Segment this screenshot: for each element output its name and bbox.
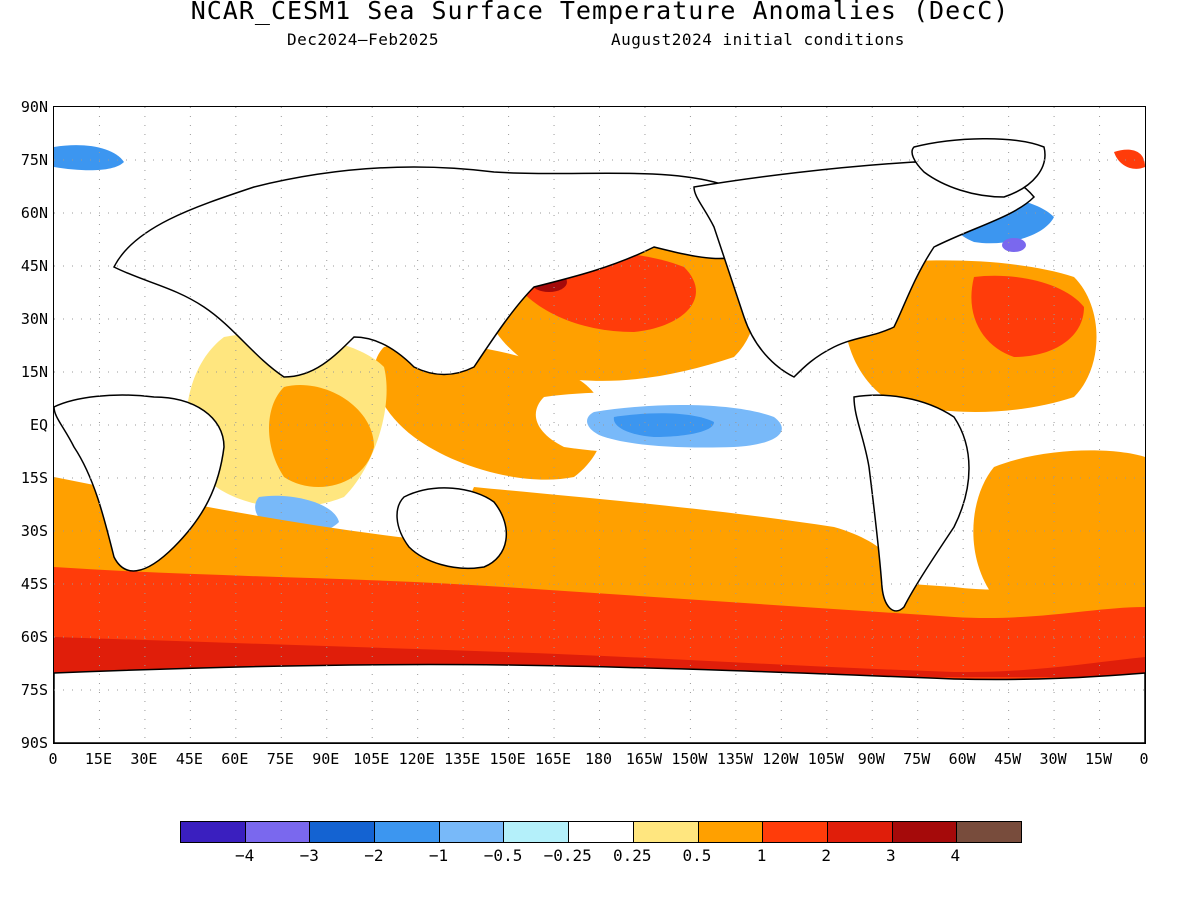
colorbar-swatch	[827, 822, 893, 842]
latitude-label: 75S	[20, 681, 48, 699]
initial-conditions: August2024 initial conditions	[611, 30, 905, 49]
longitude-label: 45W	[994, 750, 1022, 768]
latitude-label: 60N	[20, 204, 48, 222]
longitude-label: 105W	[807, 750, 844, 768]
longitude-label: 90W	[857, 750, 885, 768]
longitude-label: 150E	[489, 750, 526, 768]
colorbar-label: 1	[756, 846, 767, 865]
colorbar-label: −2	[364, 846, 384, 865]
longitude-label: 120W	[762, 750, 799, 768]
colorbar-swatch	[698, 822, 764, 842]
longitude-label: 30W	[1039, 750, 1067, 768]
colorbar-label: −3	[299, 846, 319, 865]
latitude-label: 45S	[20, 575, 48, 593]
longitude-label: 180	[584, 750, 613, 768]
map-canvas	[54, 107, 1145, 743]
longitude-label: 60E	[221, 750, 249, 768]
longitude-label: 105E	[353, 750, 390, 768]
colorbar-label: 4	[950, 846, 961, 865]
longitude-label: 30E	[130, 750, 158, 768]
latitude-label: 90N	[20, 98, 48, 116]
longitude-label: 165E	[534, 750, 572, 768]
sst-anomaly-map	[53, 106, 1146, 744]
colorbar-label: 3	[885, 846, 896, 865]
colorbar-swatch	[569, 822, 634, 842]
grid-lines	[54, 107, 1145, 743]
colorbar-label: −1	[428, 846, 449, 865]
longitude-label: 15W	[1084, 750, 1113, 768]
colorbar-label: −0.25	[543, 846, 592, 865]
longitude-label: 150W	[671, 750, 708, 768]
longitude-label: 120E	[398, 750, 435, 768]
longitude-label: 15E	[84, 750, 112, 768]
colorbar-label: 0.5	[682, 846, 712, 865]
colorbar-swatch	[439, 822, 505, 842]
latitude-label: 45N	[20, 257, 48, 275]
colorbar-label: −0.5	[483, 846, 523, 865]
latitude-label: 60S	[20, 628, 48, 646]
map-title: NCAR_CESM1 Sea Surface Temperature Anoma…	[190, 0, 1010, 25]
colorbar-label: 2	[821, 846, 831, 865]
colorbar-swatch	[504, 822, 570, 842]
continents	[54, 138, 1145, 743]
longitude-label: 165W	[625, 750, 663, 768]
latitude-label: 30N	[20, 310, 48, 328]
longitude-label: 135W	[716, 750, 753, 768]
longitude-label: 135E	[444, 750, 481, 768]
forecast-period: Dec2024–Feb2025	[287, 30, 439, 49]
longitude-label: 45E	[175, 750, 203, 768]
longitude-label: 75W	[903, 750, 931, 768]
colorbar-label: −4	[234, 846, 255, 865]
latitude-label: 75N	[20, 151, 48, 169]
colorbar-swatch	[957, 822, 1021, 842]
colorbar-swatch	[181, 822, 246, 842]
colorbar-swatch	[310, 822, 376, 842]
longitude-label: 60W	[948, 750, 976, 768]
colorbar-swatch	[245, 822, 311, 842]
latitude-label: 30S	[20, 522, 48, 540]
colorbar-label: 0.25	[613, 846, 652, 865]
latitude-label: EQ	[29, 416, 48, 434]
longitude-label: 0	[48, 750, 58, 768]
colorbar-swatch	[892, 822, 958, 842]
latitude-label: 15N	[20, 363, 48, 381]
longitude-label: 90E	[312, 750, 340, 768]
latitude-label: 15S	[20, 469, 48, 487]
longitude-label: 75E	[266, 750, 294, 768]
latitude-label: 90S	[20, 734, 48, 752]
colorbar	[180, 821, 1022, 843]
colorbar-swatch	[763, 822, 828, 842]
longitude-label: 0	[1139, 750, 1149, 768]
colorbar-swatch	[375, 822, 440, 842]
colorbar-swatch	[633, 822, 699, 842]
